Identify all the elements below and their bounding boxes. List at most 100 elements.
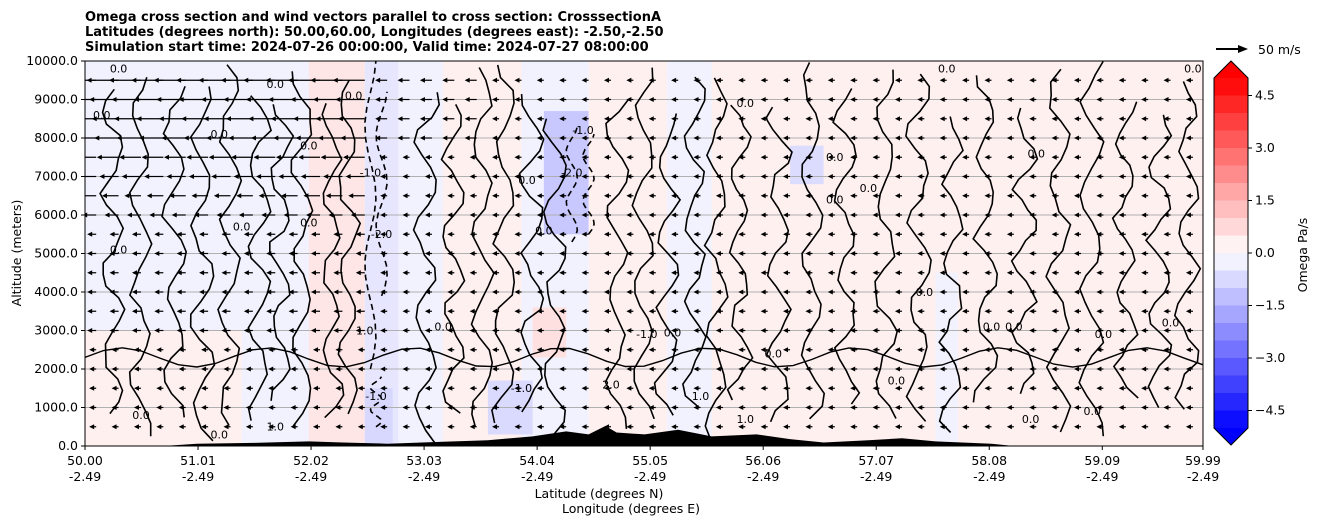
quiver-key-label: 50 m/s — [1258, 42, 1301, 57]
wind-vector-head — [850, 385, 856, 391]
contour-line — [1144, 114, 1173, 408]
contour-labels: 0.0 0.0 0.0 0.0 0.0 0.0 0.0 0.0 0.0 -1.0 -2.0 0.0 0.… — [93, 63, 1202, 442]
wind-vector-head — [313, 424, 319, 430]
wind-vector-head — [894, 347, 900, 353]
wind-vector-head — [872, 154, 878, 160]
wind-vector-head — [221, 231, 227, 237]
wind-vector-head — [760, 97, 766, 102]
wind-vector-head — [216, 212, 222, 218]
wind-vector-head — [827, 405, 833, 410]
wind-vector-head — [962, 97, 968, 102]
colorbar-segment — [1214, 148, 1248, 166]
wind-vector-head — [492, 347, 498, 353]
wind-vector-head — [1096, 405, 1102, 410]
wind-vector-head — [872, 97, 878, 102]
wind-vector-head — [984, 270, 990, 276]
wind-vector-head — [648, 231, 654, 237]
wind-vector-head — [939, 77, 945, 83]
wind-vector-head — [337, 116, 343, 122]
wind-vector-head — [169, 193, 175, 199]
wind-vector-head — [469, 328, 475, 333]
wind-vector-head — [738, 193, 744, 199]
wind-vector-head — [1029, 328, 1035, 333]
wind-vector-head — [648, 193, 654, 199]
wind-vector-head — [191, 193, 197, 199]
wind-vector-head — [1163, 347, 1169, 353]
wind-vector-head — [1096, 174, 1102, 179]
wind-vector-head — [402, 270, 408, 276]
wind-vector-head — [1118, 347, 1124, 353]
wind-vector-head — [738, 231, 744, 237]
wind-vector-head — [894, 366, 900, 372]
y-tick-label: 8000.0 — [34, 130, 78, 145]
wind-vector-head — [805, 135, 811, 141]
wind-vector-head — [268, 97, 274, 102]
wind-vector-head — [1185, 366, 1191, 372]
wind-vector-head — [402, 212, 408, 218]
wind-vector-head — [1074, 385, 1080, 391]
wind-vector-head — [1074, 366, 1080, 372]
wind-vector-head — [156, 366, 162, 372]
wind-vector-head — [1029, 251, 1035, 256]
wind-vector-head — [380, 251, 386, 256]
wind-vector-head — [1006, 154, 1012, 160]
wind-vector-head — [447, 289, 453, 295]
wind-vector-head — [760, 270, 766, 276]
contour-label: 0.0 — [132, 409, 150, 422]
wind-vector-head — [626, 366, 632, 372]
wind-vector-head — [1163, 308, 1169, 314]
wind-vector-head — [939, 289, 945, 295]
wind-vector-head — [1074, 347, 1080, 353]
wind-vector-head — [1185, 424, 1191, 430]
wind-vector-head — [872, 135, 878, 141]
wind-vector-head — [536, 116, 542, 122]
wind-vector-head — [850, 424, 856, 430]
wind-vector-head — [1163, 97, 1169, 102]
wind-vector-head — [357, 366, 363, 372]
wind-vector-head — [201, 424, 207, 430]
wind-vector-head — [984, 97, 990, 102]
wind-vector-head — [536, 308, 542, 314]
wind-vector-head — [176, 231, 182, 237]
wind-vector-head — [648, 174, 654, 179]
wind-vector-head — [738, 270, 744, 276]
wind-vector-head — [1029, 193, 1035, 199]
wind-vector-head — [738, 328, 744, 333]
wind-vector-head — [603, 97, 609, 102]
colorbar-outline — [1213, 60, 1249, 446]
wind-vector-head — [233, 174, 239, 179]
wind-vector-head — [603, 231, 609, 237]
wind-vector-head — [783, 174, 789, 179]
wind-vector-head — [333, 251, 339, 256]
wind-vector-head — [306, 212, 312, 218]
contour-line — [491, 64, 516, 424]
wind-vector-head — [333, 308, 339, 314]
wind-vector-head — [318, 135, 324, 141]
wind-vector-head — [603, 366, 609, 372]
wind-vector-head — [872, 347, 878, 353]
wind-vector-head — [419, 77, 425, 83]
wind-vector-head — [250, 135, 256, 141]
wind-vector-head — [1141, 289, 1147, 295]
wind-vector-head — [715, 347, 721, 353]
wind-vector-head — [850, 308, 856, 314]
wind-vector-head — [131, 289, 137, 295]
wind-vector-head — [226, 116, 232, 122]
wind-vector-head — [738, 347, 744, 353]
wind-vector-head — [419, 97, 425, 102]
wind-vector-head — [917, 77, 923, 83]
contour-line — [1010, 107, 1039, 394]
wind-vector-head — [1141, 231, 1147, 237]
wind-vector-head — [261, 212, 267, 218]
wind-vector-head — [805, 116, 811, 122]
wind-vector-head — [447, 154, 453, 160]
contour-line — [247, 95, 273, 421]
wind-vector-head — [805, 405, 811, 410]
wind-vector-head — [231, 154, 237, 160]
wind-vector-head — [850, 154, 856, 160]
contour-line — [905, 73, 932, 422]
wind-vector-head — [99, 174, 105, 179]
wind-vector-head — [1118, 270, 1124, 276]
contour-label: 0.0 — [983, 321, 1001, 334]
wind-vector-head — [492, 405, 498, 410]
